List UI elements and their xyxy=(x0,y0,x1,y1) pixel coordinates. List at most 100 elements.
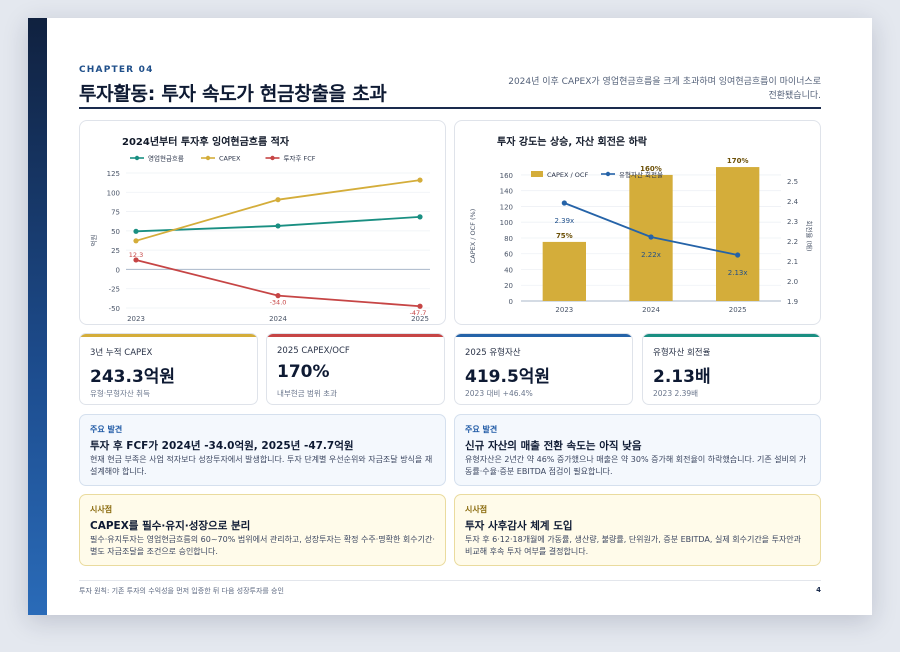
x-tick-label: 2023 xyxy=(555,306,573,314)
kpi-accent-bar xyxy=(455,334,632,337)
x-tick-label: 2024 xyxy=(269,315,287,323)
kpi-label: 유형자산 회전율 xyxy=(653,348,711,358)
data-point xyxy=(275,197,281,203)
fcf-chart-panel: 2024년부터 투자후 잉여현금흐름 적자 125 100 75 50 25 0 -25 -5… xyxy=(79,120,446,325)
x-tick-label: 2023 xyxy=(127,315,145,323)
kpi-label: 3년 누적 CAPEX xyxy=(90,348,153,358)
y2-tick-label: 2.3 xyxy=(787,218,798,226)
kpi-card-capex-ocf: 2025 CAPEX/OCF 170% 내부현금 범위 초과 xyxy=(266,333,445,405)
y-tick-label: -25 xyxy=(109,286,120,294)
data-point xyxy=(561,200,567,206)
y-axis-label: CAPEX / OCF (%) xyxy=(469,209,477,264)
x-tick-label: 2025 xyxy=(411,315,429,323)
legend-swatch-marker xyxy=(605,171,611,177)
report-page: CHAPTER 04 투자활동: 투자 속도가 현금창출을 초과 2024년 이… xyxy=(28,18,872,615)
finding-card-asset-conversion: 주요 발견 신규 자산의 매출 전환 속도는 아직 낮음 유형자산은 2년간 약… xyxy=(454,414,821,486)
y-tick-label: 100 xyxy=(107,189,120,197)
legend-label: CAPEX xyxy=(219,155,241,163)
bar xyxy=(716,167,760,301)
y2-tick-label: 1.9 xyxy=(787,298,798,306)
data-point xyxy=(275,293,281,299)
card-body: 투자 후 6·12·18개월에 가동률, 생산량, 불량률, 단위원가, 증분 … xyxy=(465,535,802,556)
y-tick-label: 75 xyxy=(111,209,120,217)
y-tick-label: 0 xyxy=(116,266,120,274)
data-point xyxy=(133,257,139,263)
page-subtitle: 2024년 이후 CAPEX가 영업현금흐름을 크게 초과하며 잉여현금흐름이 … xyxy=(508,77,821,101)
implication-card-capex-split: 시사점 CAPEX를 필수·유지·성장으로 분리 필수·유지투자는 영업현금흐름… xyxy=(79,494,446,566)
x-tick-label: 2024 xyxy=(642,306,660,314)
data-point xyxy=(275,223,281,229)
data-label: 2.39x xyxy=(554,217,574,225)
series-line xyxy=(135,179,421,242)
y-tick-label: 140 xyxy=(500,188,513,196)
kpi-card-cumulative-capex: 3년 누적 CAPEX 243.3억원 유형·무형자산 취득 xyxy=(79,333,258,405)
kpi-value: 243.3억원 xyxy=(90,367,176,387)
page-spine xyxy=(28,18,47,615)
data-label: 2.22x xyxy=(641,251,661,259)
y-tick-label: 50 xyxy=(111,228,120,236)
legend-swatch-bar xyxy=(531,171,543,177)
legend-label: 투자후 FCF xyxy=(284,154,316,163)
chapter-label: CHAPTER 04 xyxy=(79,65,154,75)
data-point xyxy=(133,228,139,234)
data-label: -47.7 xyxy=(410,309,427,317)
data-point xyxy=(133,238,139,244)
finding-card-fcf: 주요 발견 투자 후 FCF가 2024년 -34.0억원, 2025년 -47… xyxy=(79,414,446,486)
y2-tick-label: 2.1 xyxy=(787,258,798,266)
footer-rule xyxy=(79,580,821,581)
card-body: 현재 현금 부족은 사업 적자보다 성장투자에서 발생합니다. 투자 단계별 우… xyxy=(90,455,433,476)
y-tick-label: 25 xyxy=(111,247,120,255)
legend-label: 영업현금흐름 xyxy=(148,154,184,163)
card-body: 유형자산은 2년간 약 46% 증가했으나 매출은 약 30% 증가해 회전율이… xyxy=(465,455,807,476)
kpi-value: 419.5억원 xyxy=(465,367,551,387)
legend-label: 유형자산 회전율 xyxy=(619,170,663,179)
kpi-accent-bar xyxy=(643,334,820,337)
card-tag: 주요 발견 xyxy=(90,425,123,434)
kpi-accent-bar xyxy=(267,334,444,337)
y2-tick-label: 2.0 xyxy=(787,278,798,286)
y-tick-label: -50 xyxy=(109,305,120,313)
data-point xyxy=(648,234,654,240)
bar xyxy=(542,241,586,301)
y2-tick-label: 2.2 xyxy=(787,238,798,246)
card-heading: CAPEX를 필수·유지·성장으로 분리 xyxy=(90,520,251,532)
card-tag: 시사점 xyxy=(465,505,488,514)
data-point xyxy=(417,177,423,183)
bar-label: 170% xyxy=(727,157,749,165)
bar-label: 160% xyxy=(640,165,662,173)
x-tick-label: 2025 xyxy=(729,306,747,314)
bar-label: 75% xyxy=(556,232,573,240)
data-point xyxy=(417,303,423,309)
legend-swatch-marker xyxy=(134,155,140,161)
kpi-sub: 2023 대비 +46.4% xyxy=(465,389,533,398)
y-tick-label: 160 xyxy=(500,172,513,180)
y-tick-label: 60 xyxy=(504,251,513,259)
fcf-line-chart: 125 100 75 50 25 0 -25 -50 2023 2024 2025 억원 영업현금흐름 C… xyxy=(89,154,430,323)
page-number: 4 xyxy=(816,586,821,594)
legend-swatch-marker xyxy=(205,155,211,161)
y2-tick-label: 2.4 xyxy=(787,198,799,206)
kpi-value: 170% xyxy=(277,362,330,382)
card-heading: 투자 사후감사 체계 도입 xyxy=(465,520,573,532)
capex-chart-title: 투자 강도는 상승, 자산 회전은 하락 xyxy=(497,137,648,148)
capex-bar-chart: 160 140 120 100 80 60 40 20 0 2.5 2.4 2.3 2.2 2.1 2.0 1… xyxy=(469,157,814,314)
card-body: 필수·유지투자는 영업현금흐름의 60~70% 범위에서 관리하고, 성장투자는… xyxy=(90,535,435,556)
legend-swatch-marker xyxy=(270,155,275,161)
capex-chart-panel: 투자 강도는 상승, 자산 회전은 하락 160 140 120 100 80 60 40 2… xyxy=(454,120,821,325)
footer-note: 투자 원칙: 기존 투자의 수익성을 먼저 입증한 뒤 다음 성장투자를 승인 xyxy=(79,587,284,595)
kpi-value: 2.13배 xyxy=(653,367,711,387)
y-tick-label: 80 xyxy=(504,235,513,243)
y-tick-label: 0 xyxy=(509,298,513,306)
kpi-sub: 유형·무형자산 취득 xyxy=(90,389,150,398)
data-label: -34.0 xyxy=(270,299,287,307)
card-tag: 주요 발견 xyxy=(465,425,498,434)
y-axis-label: 억원 xyxy=(89,235,98,247)
y-tick-label: 120 xyxy=(500,203,513,211)
page-title: 투자활동: 투자 속도가 현금창출을 초과 xyxy=(79,83,387,105)
y2-axis-label: 회전율 (배) xyxy=(805,220,814,251)
card-heading: 투자 후 FCF가 2024년 -34.0억원, 2025년 -47.7억원 xyxy=(90,440,354,452)
kpi-label: 2025 유형자산 xyxy=(465,348,521,358)
kpi-label: 2025 CAPEX/OCF xyxy=(277,346,350,356)
data-label: 12.3 xyxy=(129,251,143,259)
data-point xyxy=(735,252,741,258)
